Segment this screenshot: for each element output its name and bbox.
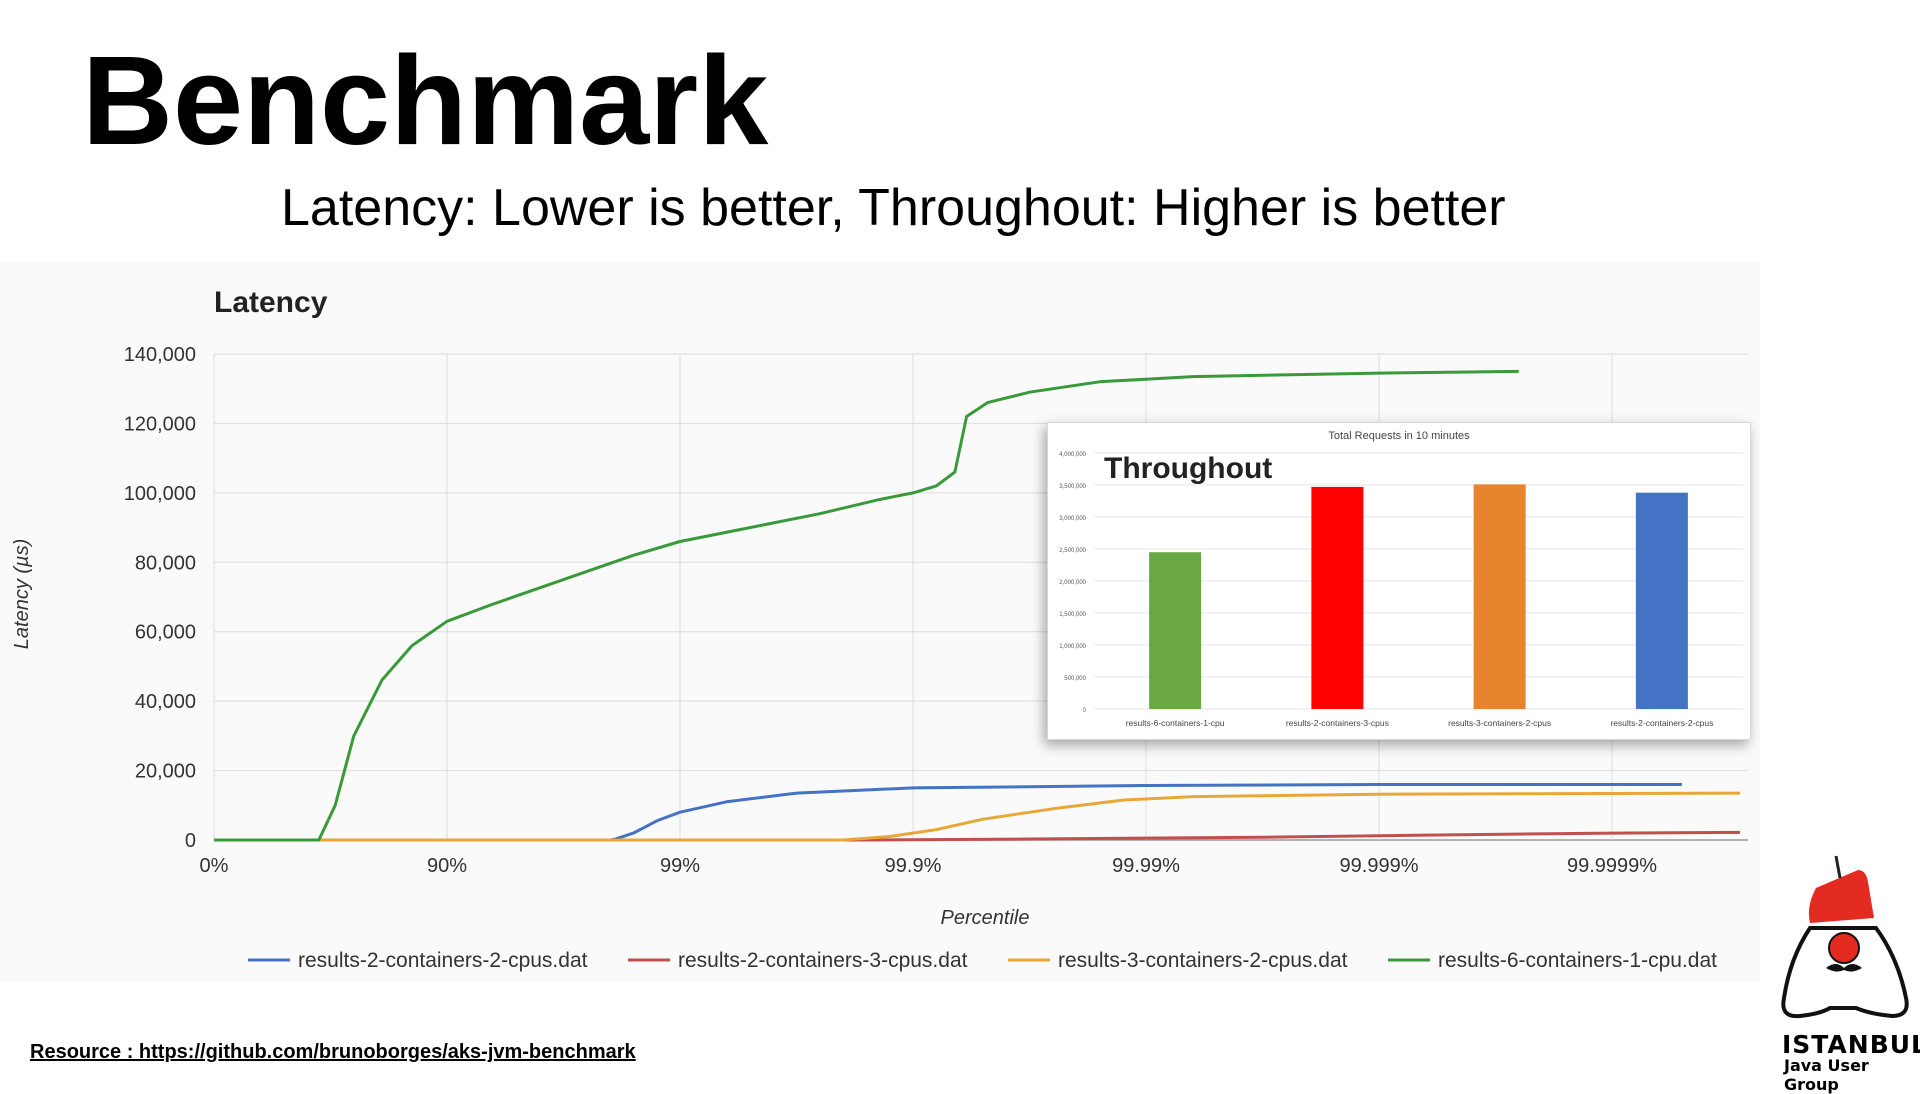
legend-label: results-6-containers-1-cpu.dat: [1438, 949, 1717, 972]
legend-label: results-2-containers-3-cpus.dat: [678, 949, 968, 972]
throughput-x-tick-label: results-2-containers-2-cpus: [1610, 718, 1713, 728]
throughput-y-tick-label: 3,000,000: [1059, 516, 1086, 522]
y-tick-label: 60,000: [135, 622, 196, 644]
x-tick-label: 0%: [200, 855, 229, 877]
throughput-y-tick-label: 2,500,000: [1059, 548, 1086, 554]
y-tick-label: 20,000: [135, 761, 196, 783]
throughput-chart-subtitle: Total Requests in 10 minutes: [1328, 430, 1470, 442]
y-tick-label: 140,000: [124, 344, 196, 366]
x-tick-label: 99.99%: [1112, 855, 1180, 877]
throughput-y-tick-label: 4,000,000: [1059, 452, 1086, 458]
legend-label: results-2-containers-2-cpus.dat: [298, 949, 588, 972]
x-tick-label: 99%: [660, 855, 700, 877]
y-tick-label: 80,000: [135, 552, 196, 574]
legend-label: results-3-containers-2-cpus.dat: [1058, 949, 1348, 972]
fez-tassel-icon: [1834, 855, 1842, 879]
series-line: [214, 830, 1741, 842]
x-tick-label: 90%: [427, 855, 467, 877]
series-line: [214, 791, 1741, 842]
duke-body-icon: [1781, 926, 1909, 1019]
mustache-icon: [1826, 964, 1862, 972]
slide-subtitle: Latency: Lower is better, Throughout: Hi…: [281, 179, 1506, 237]
throughput-x-tick-label: results-6-containers-1-cpu: [1126, 718, 1225, 728]
throughput-grid: [1094, 452, 1743, 710]
y-tick-label: 40,000: [135, 691, 196, 713]
throughput-axis-labels: 0 500,000 1,000,000 1,500,000 2,000,000 2,500…: [1059, 452, 1713, 728]
throughput-bar: [1473, 484, 1526, 709]
latency-series-group: [214, 369, 1741, 842]
x-tick-label: 99.999%: [1340, 855, 1419, 877]
throughput-bar: [1635, 492, 1688, 709]
resource-link[interactable]: Resource : https://github.com/brunoborge…: [30, 1041, 636, 1063]
throughput-x-tick-label: results-3-containers-2-cpus: [1448, 718, 1551, 728]
throughput-y-tick-label: 1,000,000: [1059, 644, 1086, 650]
throughput-y-tick-label: 3,500,000: [1059, 484, 1086, 490]
throughput-y-tick-label: 1,500,000: [1059, 612, 1086, 618]
latency-y-axis-label: Latency (µs): [11, 539, 33, 649]
logo-line2: Java User Group: [1784, 1056, 1869, 1094]
throughput-chart: Total Requests in 10 minutes 0 500,000 1,0…: [1059, 430, 1743, 728]
throughput-chart-title: Throughout: [1104, 452, 1272, 485]
latency-x-axis-label: Percentile: [941, 907, 1030, 929]
slide-title: Benchmark: [82, 30, 769, 171]
latency-legend: results-2-containers-2-cpus.dat results-2…: [248, 949, 1717, 972]
latency-axis-labels: 0 20,000 40,000 60,000 80,000 100,000 120,000 1…: [124, 344, 1658, 877]
throughput-x-tick-label: results-2-containers-3-cpus: [1286, 718, 1389, 728]
throughput-y-tick-label: 2,000,000: [1059, 580, 1086, 586]
throughput-y-tick-label: 0: [1083, 708, 1087, 714]
y-tick-label: 0: [185, 830, 196, 852]
throughput-bars: [1149, 484, 1688, 709]
y-tick-label: 100,000: [124, 483, 196, 505]
x-tick-label: 99.9999%: [1567, 855, 1657, 877]
throughput-bar: [1311, 486, 1364, 709]
logo-line1: ISTANBUL: [1782, 1030, 1920, 1059]
throughput-bar: [1149, 552, 1202, 709]
y-tick-label: 120,000: [124, 413, 196, 435]
series-line: [214, 369, 1519, 842]
throughput-y-tick-label: 500,000: [1064, 676, 1086, 682]
latency-chart-title: Latency: [214, 286, 328, 319]
duke-nose-icon: [1828, 932, 1860, 964]
x-tick-label: 99.9%: [885, 855, 942, 877]
fez-hat-icon: [1808, 870, 1874, 923]
throughput-chart-card: Total Requests in 10 minutes 0 500,000 1,0…: [1047, 422, 1751, 740]
istanbul-jug-logo: [1781, 855, 1909, 1019]
